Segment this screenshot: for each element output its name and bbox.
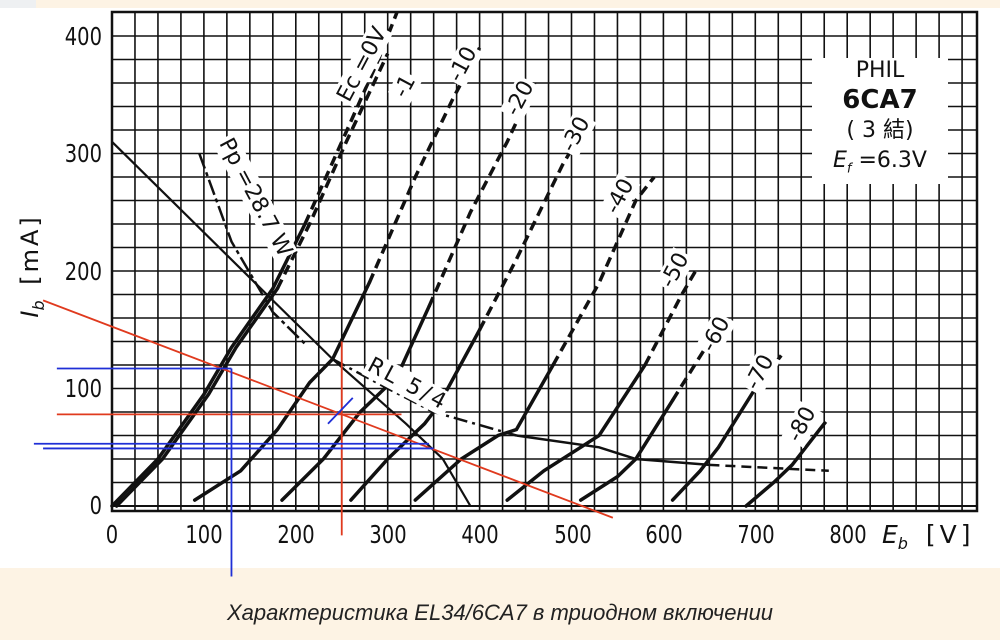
y-axis-unit: [mA] [16,214,45,285]
x-tick-600: 600 [645,520,683,549]
x-axis-title: Eb [V] [882,520,975,553]
filament-sub: f [846,161,852,177]
x-tick-800: 800 [829,520,867,549]
x-tick-700: 700 [737,520,775,549]
grid [110,10,979,513]
x-tick-200: 200 [277,520,315,549]
chart-caption: Характеристика EL34/6CA7 в триодном вклю… [226,600,774,625]
overlay-lines [33,299,614,577]
x-tick-300: 300 [369,520,407,549]
y-axis-sub: b [28,300,48,311]
filament-label: Ef =6.3V [812,146,948,184]
tube-label: 6CA7 [842,85,918,115]
tube-info-box: PHIL 6CA7 ( 3 結) Ef =6.3V [812,58,948,185]
x-axis-symbol: E [882,520,898,549]
x-tick-400: 400 [461,520,499,549]
filament-symbol: E [833,148,847,173]
x-axis-unit: [V] [925,520,975,549]
connection-label: ( 3 結) [846,118,914,143]
maker-label: PHIL [855,58,905,83]
filament-value: =6.3V [858,148,927,173]
y-axis-symbol: I [16,310,45,318]
y-tick-300: 300 [64,139,102,168]
y-axis-title: Ib [mA] [16,186,48,346]
x-tick-0: 0 [105,520,119,549]
x-tick-100: 100 [185,520,223,549]
y-tick-0: 0 [89,491,102,520]
y-tick-200: 200 [64,257,102,286]
x-tick-500: 500 [554,520,592,549]
x-axis-sub: b [897,534,908,553]
y-tick-100: 100 [64,374,102,403]
y-tick-400: 400 [64,22,102,51]
